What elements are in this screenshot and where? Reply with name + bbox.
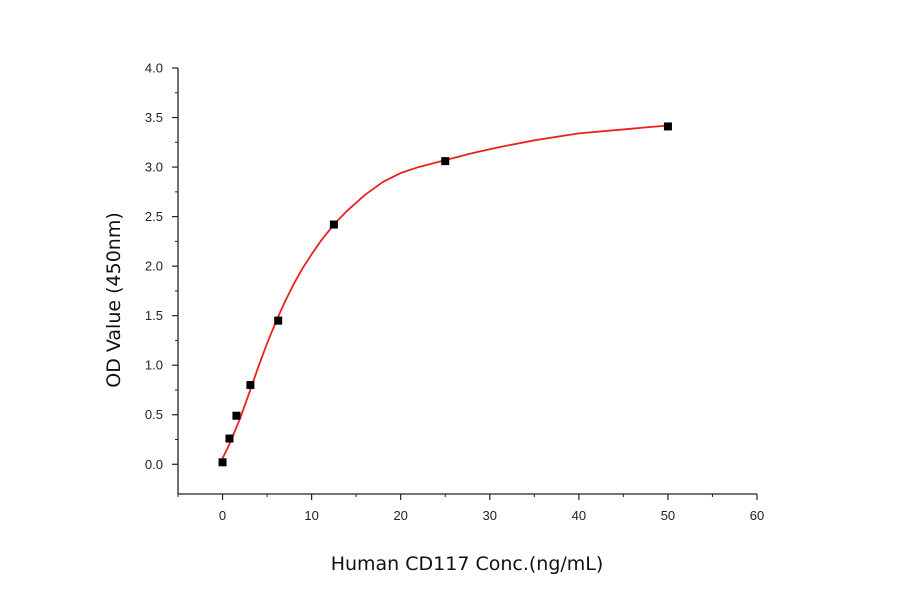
y-tick-label: 2.5 (145, 209, 163, 224)
x-tick-label: 40 (572, 508, 586, 523)
x-tick-label: 50 (661, 508, 675, 523)
data-point (225, 434, 234, 443)
y-tick-label: 4.0 (145, 61, 163, 76)
data-point (246, 381, 255, 390)
fit-curve-group (221, 124, 668, 459)
data-point (663, 122, 672, 131)
y-tick-label: 0.0 (145, 457, 163, 472)
data-point (274, 316, 283, 325)
x-tick-label: 20 (393, 508, 407, 523)
data-point (441, 157, 450, 166)
y-axis: 0.0 0.5 1.0 1.5 2.0 2.5 3.0 3.5 4.0 (145, 61, 179, 494)
x-tick-label: 30 (483, 508, 497, 523)
y-tick-label: 3.5 (145, 110, 163, 125)
y-tick-label: 2.0 (145, 259, 163, 274)
fit-curve (221, 124, 668, 459)
x-tick-label: 0 (219, 508, 226, 523)
y-tick-label: 1.5 (145, 308, 163, 323)
y-tick-label: 0.5 (145, 407, 163, 422)
x-tick-label: 60 (750, 508, 764, 523)
y-tick-label: 1.0 (145, 358, 163, 373)
data-points (218, 122, 672, 467)
y-tick-label: 3.0 (145, 160, 163, 175)
x-axis: 0 10 20 30 40 50 60 (177, 493, 764, 523)
data-point (232, 411, 241, 420)
x-axis-title: Human CD117 Conc.(ng/mL) (331, 553, 604, 575)
y-axis-title: OD Value (450nm) (103, 212, 125, 387)
data-point (329, 220, 338, 229)
x-tick-label: 10 (304, 508, 318, 523)
data-point (218, 458, 227, 467)
